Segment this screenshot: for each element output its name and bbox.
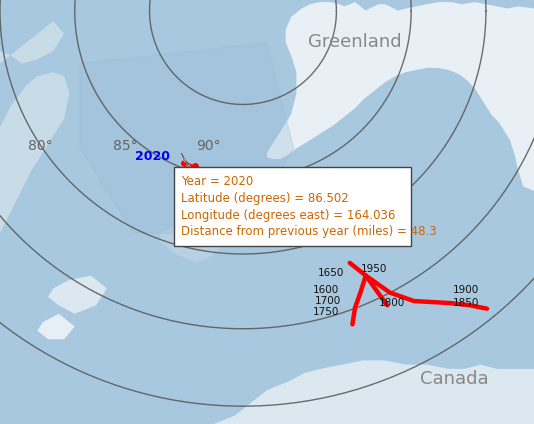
Text: 1850: 1850 bbox=[453, 298, 479, 308]
Text: 1900: 1900 bbox=[453, 285, 479, 296]
Text: 80°: 80° bbox=[28, 139, 52, 153]
Text: 1700: 1700 bbox=[315, 296, 341, 306]
Text: 1600: 1600 bbox=[312, 285, 339, 296]
Text: 90°: 90° bbox=[196, 139, 221, 153]
Text: 1800: 1800 bbox=[379, 298, 405, 308]
Polygon shape bbox=[160, 212, 230, 263]
Polygon shape bbox=[0, 0, 64, 64]
Polygon shape bbox=[0, 318, 534, 424]
Text: Canada: Canada bbox=[420, 371, 488, 388]
Text: 85°: 85° bbox=[113, 139, 138, 153]
Polygon shape bbox=[0, 72, 69, 233]
Text: Latitude (degrees) = 86.502: Latitude (degrees) = 86.502 bbox=[181, 192, 349, 205]
Polygon shape bbox=[267, 2, 534, 191]
Text: 1750: 1750 bbox=[312, 307, 339, 317]
Polygon shape bbox=[80, 42, 294, 233]
Text: Greenland: Greenland bbox=[308, 33, 402, 51]
Text: Year = 2020: Year = 2020 bbox=[181, 175, 253, 188]
Polygon shape bbox=[37, 314, 75, 339]
Text: 1650: 1650 bbox=[318, 268, 344, 279]
Polygon shape bbox=[48, 276, 107, 314]
Text: Distance from previous year (miles) = 48.3: Distance from previous year (miles) = 48… bbox=[181, 225, 437, 238]
Text: 1950: 1950 bbox=[360, 264, 387, 274]
Text: 2020: 2020 bbox=[135, 151, 170, 163]
Bar bbox=[174, 167, 411, 246]
Text: Longitude (degrees east) = 164.036: Longitude (degrees east) = 164.036 bbox=[181, 209, 395, 221]
Polygon shape bbox=[182, 153, 191, 168]
